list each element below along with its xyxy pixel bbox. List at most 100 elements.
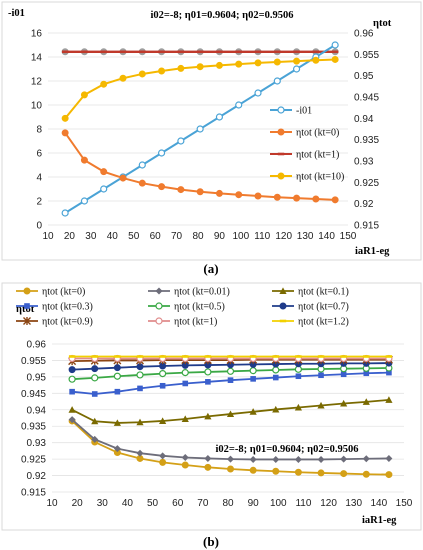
chart-b-series-tot-kt-0-1-point xyxy=(294,403,302,411)
chart-b-series-tot-kt-1-2-point xyxy=(227,355,234,358)
chart-a-series-tot-kt-10-point xyxy=(61,114,69,122)
chart-a-ytick-right: 0.96 xyxy=(354,29,374,40)
chart-a-series-tot-kt-0-point xyxy=(215,189,223,197)
chart-b-legend-tot-kt-1-label: ηtot (kt=1) xyxy=(174,317,217,328)
chart-a-series-tot-kt-0-point xyxy=(61,129,69,137)
chart-b-series-tot-kt-0-3-point xyxy=(91,391,98,397)
chart-b-ytick: 0.92 xyxy=(27,471,47,482)
chart-a-caption: (a) xyxy=(203,261,218,276)
chart-a-xtick: 120 xyxy=(275,231,292,242)
chart-b-series-tot-kt-0-3-point xyxy=(137,385,143,392)
chart-a-ytick-left: 12 xyxy=(31,77,43,88)
chart-a-xtick: 150 xyxy=(340,231,357,242)
chart-b-series-tot-kt-0-01-point xyxy=(362,455,370,463)
chart-a-ytick-right: 0.92 xyxy=(354,199,374,210)
chart-a-series-tot-kt-10-point xyxy=(273,58,281,66)
chart-b-ytick: 0.925 xyxy=(21,455,46,466)
chart-a-xtick: 100 xyxy=(233,231,250,242)
chart-a-ytick-left: 4 xyxy=(36,173,42,184)
chart-b-series-tot-kt-0-3-point xyxy=(205,379,211,385)
chart-b-series-tot-kt-0-01-point xyxy=(249,455,257,463)
chart-a-series-i01-point xyxy=(177,137,185,145)
chart-b-legend-tot-kt-0-9-marker xyxy=(23,317,31,325)
chart-a-series-tot-kt-10-point xyxy=(100,80,108,88)
chart-a-series-i01-point xyxy=(196,125,204,133)
chart-b-ytick: 0.96 xyxy=(27,340,47,351)
chart-b-series-tot-kt-0-point xyxy=(340,470,348,478)
chart-b-legend-tot-kt-0-3-marker xyxy=(24,303,30,309)
chart-b-series-tot-kt-0-01-point xyxy=(340,455,348,463)
chart-a-xtick: 110 xyxy=(254,231,270,242)
chart-b-plot: 0.915 0.92 0.925 0.93 0.935 0.94 0.945 0.95 0.95… xyxy=(16,287,413,509)
chart-b-series-tot-kt-0-point xyxy=(294,468,302,476)
chart-a-ytick-left: 10 xyxy=(31,101,43,112)
chart-b-ytick: 0.93 xyxy=(27,438,47,449)
chart-b-legend-tot-kt-0-3-label: ηtot (kt=0.3) xyxy=(42,302,93,313)
chart-b-xtick: 120 xyxy=(320,498,337,509)
chart-b-legend-tot-kt-0-label: ηtot (kt=0) xyxy=(42,287,85,298)
chart-a-series-tot-kt-1-point xyxy=(139,50,146,54)
chart-a-series-tot-kt-10-point xyxy=(158,67,166,75)
chart-a-series-tot-kt-10-point xyxy=(293,57,301,65)
chart-a-xtick: 50 xyxy=(128,231,140,242)
chart-b-series-tot-kt-0-1-point xyxy=(226,410,235,418)
chart-b-legend-tot-kt-0-01-label: ηtot (kt=0.01) xyxy=(174,287,230,298)
chart-b-series-tot-kt-0-1-point xyxy=(204,412,212,420)
chart-a-xtick: 30 xyxy=(85,231,97,242)
chart-a-xtick: 70 xyxy=(171,231,183,242)
chart-b-series-tot-kt-0-point xyxy=(181,461,189,469)
chart-b-series-tot-kt-0-5-point xyxy=(68,375,76,383)
chart-b-series-tot-kt-0-7-point xyxy=(91,365,99,373)
chart-b-series-tot-kt-0-point xyxy=(227,465,235,473)
chart-b-series-tot-kt-1-2-point xyxy=(363,355,370,358)
chart-a-series-tot-kt-10-point xyxy=(119,74,127,82)
chart-b-series-tot-kt-0-7-point xyxy=(68,366,76,374)
chart-b-series-tot-kt-0-1-point xyxy=(249,408,257,415)
chart-a-ytick-right: 0.925 xyxy=(354,178,379,189)
chart-b-series-tot-kt-0-3-point xyxy=(363,370,370,377)
chart-a-series-i01-point xyxy=(273,77,281,85)
chart-b-series-tot-kt-0-5-point xyxy=(226,367,235,375)
chart-a-ytick-right: 0.935 xyxy=(354,135,379,146)
chart-b-series-tot-kt-0-point xyxy=(272,467,280,475)
chart-b-xtick: 150 xyxy=(396,498,413,509)
chart-a-plot: 0 2 4 6 8 10 12 14 16 0.915 0.92 0.925 0.93 0.935 0.94… xyxy=(31,29,380,243)
chart-b-series-tot-kt-0-3-point xyxy=(272,374,279,381)
chart-a-series-i01-point xyxy=(292,65,301,73)
chart-b-series-tot-kt-0-1-point xyxy=(362,398,370,405)
chart-b-series-tot-kt-0-01-point xyxy=(204,454,212,462)
chart-a-xtick: 140 xyxy=(318,231,335,242)
chart-b-series-tot-kt-0-01-point xyxy=(68,416,76,424)
chart-b-series-tot-kt-0-1-point xyxy=(136,418,144,426)
chart-a-legend-tot-kt-1-marker xyxy=(277,152,285,156)
chart-b-series-tot-kt-0-1-point xyxy=(68,406,76,413)
chart-panel-a: -i01 ηtot i02=-8; η01=0.9604; η02=0.9506… xyxy=(1,1,422,261)
chart-b-series-tot-kt-0-1-point xyxy=(272,405,280,413)
chart-b-xtick: 20 xyxy=(72,498,84,509)
chart-a-ytick-right: 0.915 xyxy=(354,221,379,232)
chart-b-series-tot-kt-0-1-point xyxy=(181,415,189,422)
chart-b-series-tot-kt-1-2-point xyxy=(317,355,325,358)
chart-a-series-i01-point xyxy=(138,161,146,169)
chart-b-series-tot-kt-0-3-point xyxy=(295,373,302,380)
chart-a-ytick-left: 8 xyxy=(36,125,42,136)
chart-a-series-tot-kt-1-point xyxy=(177,50,185,54)
chart-b-xtick: 110 xyxy=(295,498,311,509)
chart-b-series-tot-kt-1-2-point xyxy=(68,355,76,358)
chart-a-series-tot-kt-1-point xyxy=(216,50,223,54)
chart-a-series-tot-kt-10-point xyxy=(215,61,223,69)
chart-b-series-tot-kt-0-01-point xyxy=(91,435,99,443)
chart-b-xtick: 100 xyxy=(270,498,287,509)
chart-b-series-tot-kt-1-2-point xyxy=(249,355,257,358)
chart-b-xtick: 50 xyxy=(147,498,159,509)
chart-b-series-tot-kt-0-3-point xyxy=(69,388,75,395)
chart-b-series-tot-kt-0-5-point xyxy=(113,372,121,380)
chart-a-series-tot-kt-10-point xyxy=(312,56,320,64)
chart-a-ytick-right: 0.945 xyxy=(354,93,379,104)
chart-b-series-tot-kt-0-point xyxy=(204,463,212,471)
chart-b-caption: (b) xyxy=(203,534,219,549)
chart-a-series-tot-kt-1-point xyxy=(100,50,107,54)
chart-b-series-tot-kt-1-2-point xyxy=(91,355,98,358)
chart-b-legend-tot-kt-0-9-label: ηtot (kt=0.9) xyxy=(42,317,93,328)
